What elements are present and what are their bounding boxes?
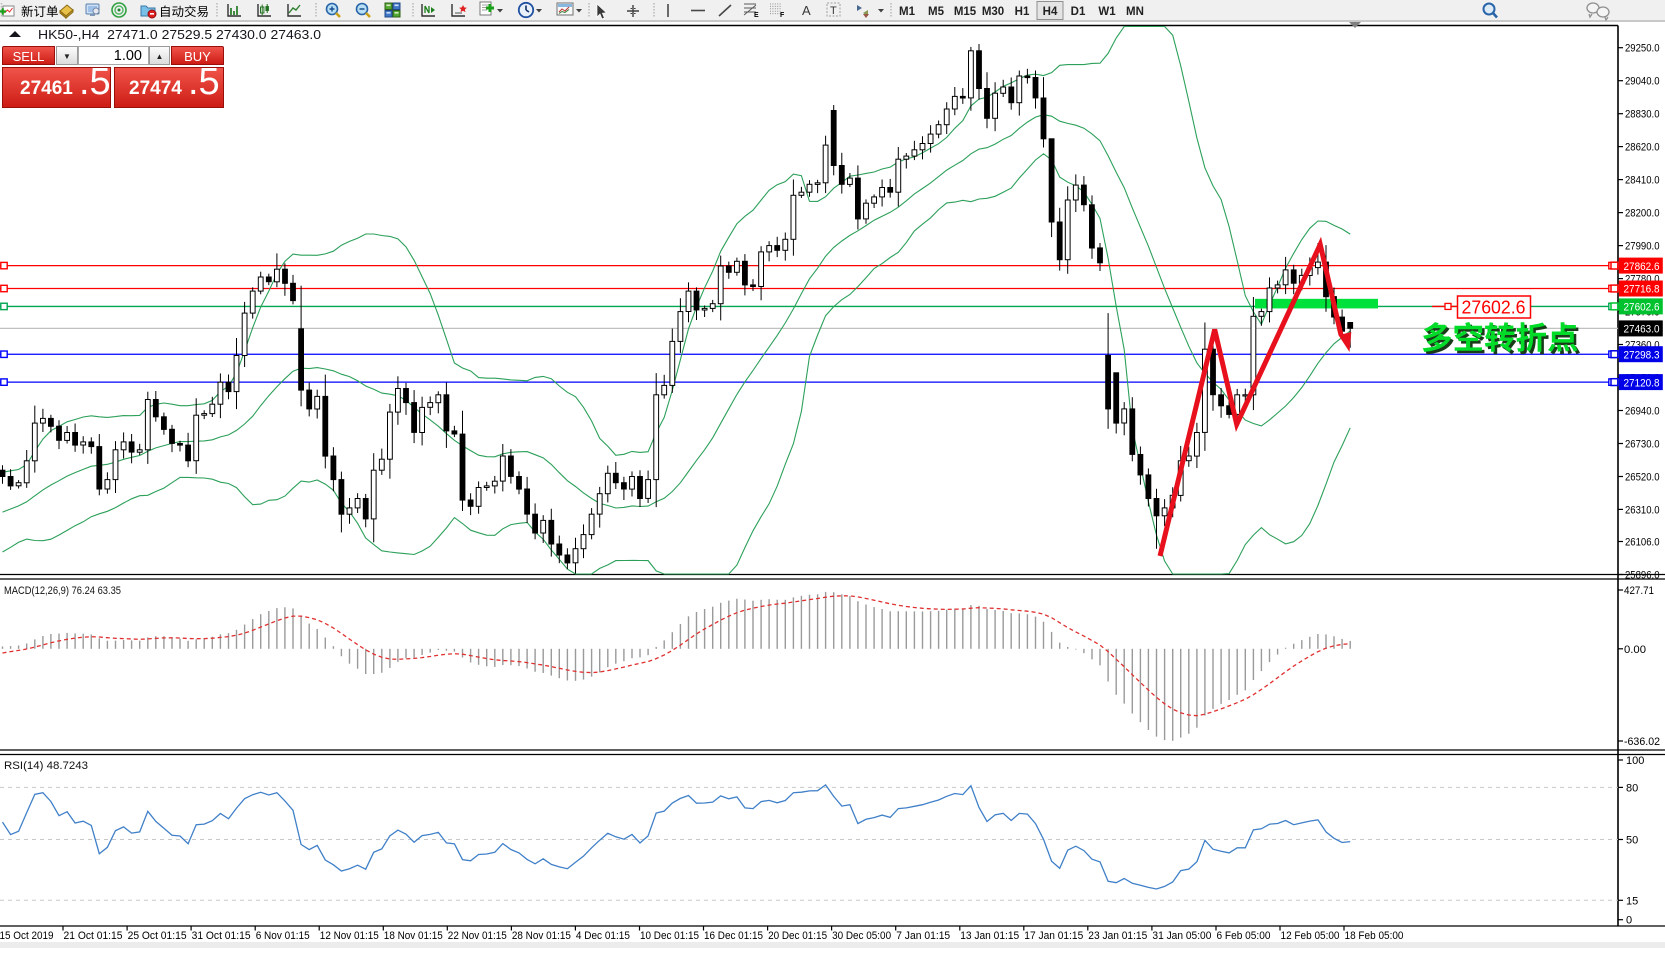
svg-text:20 Dec 01:15: 20 Dec 01:15: [768, 930, 827, 942]
svg-text:28200.0: 28200.0: [1625, 208, 1660, 220]
svg-text:25896.0: 25896.0: [1625, 570, 1660, 582]
svg-text:0: 0: [1626, 915, 1632, 927]
svg-text:27602.6: 27602.6: [1462, 297, 1526, 318]
svg-text:H1: H1: [1015, 6, 1030, 18]
svg-text:M5: M5: [928, 6, 945, 18]
svg-text:27298.3: 27298.3: [1624, 349, 1660, 361]
svg-text:15 Oct 2019: 15 Oct 2019: [0, 930, 54, 942]
svg-text:28830.0: 28830.0: [1625, 109, 1660, 121]
svg-text:MACD(12,26,9) 76.24 63.35: MACD(12,26,9) 76.24 63.35: [4, 585, 121, 597]
svg-text:27716.8: 27716.8: [1624, 284, 1660, 296]
svg-text:H4: H4: [1043, 6, 1058, 18]
svg-text:28620.0: 28620.0: [1625, 142, 1660, 154]
svg-text:-636.02: -636.02: [1624, 736, 1660, 748]
svg-text:13 Jan 01:15: 13 Jan 01:15: [960, 930, 1019, 942]
svg-text:22 Nov 01:15: 22 Nov 01:15: [448, 930, 507, 942]
svg-text:0.00: 0.00: [1624, 644, 1646, 656]
svg-text:31 Jan 05:00: 31 Jan 05:00: [1152, 930, 1211, 942]
svg-text:4 Dec 01:15: 4 Dec 01:15: [576, 930, 630, 942]
svg-text:80: 80: [1626, 782, 1638, 794]
svg-text:18 Nov 01:15: 18 Nov 01:15: [384, 930, 443, 942]
svg-text:26106.0: 26106.0: [1625, 537, 1660, 549]
svg-text:6 Nov 01:15: 6 Nov 01:15: [256, 930, 310, 942]
svg-text:100: 100: [1626, 755, 1644, 767]
svg-text:M15: M15: [954, 6, 977, 18]
svg-text:29250.0: 29250.0: [1625, 43, 1660, 55]
svg-text:A: A: [802, 3, 811, 18]
svg-text:27862.6: 27862.6: [1624, 261, 1660, 273]
svg-text:MN: MN: [1126, 6, 1144, 18]
svg-text:23 Jan 01:15: 23 Jan 01:15: [1088, 930, 1147, 942]
svg-text:26730.0: 26730.0: [1625, 439, 1660, 451]
svg-text:27990.0: 27990.0: [1625, 241, 1660, 253]
svg-text:D1: D1: [1071, 6, 1086, 18]
svg-text:W1: W1: [1098, 6, 1116, 18]
svg-text:26520.0: 26520.0: [1625, 472, 1660, 484]
svg-text:HK50-,H4 27471.0 27529.5 2743: HK50-,H4 27471.0 27529.5 27430.0 27463.0: [38, 28, 321, 42]
svg-text:16 Dec 01:15: 16 Dec 01:15: [704, 930, 763, 942]
svg-text:10 Dec 01:15: 10 Dec 01:15: [640, 930, 699, 942]
svg-text:27463.0: 27463.0: [1624, 324, 1660, 336]
svg-text:26310.0: 26310.0: [1625, 504, 1660, 516]
svg-text:15: 15: [1626, 895, 1638, 907]
svg-text:27602.6: 27602.6: [1624, 302, 1660, 314]
svg-text:12 Nov 01:15: 12 Nov 01:15: [320, 930, 379, 942]
svg-text:T: T: [830, 5, 837, 17]
svg-text:F: F: [780, 12, 785, 19]
svg-text:29040.0: 29040.0: [1625, 76, 1660, 88]
svg-text:E: E: [754, 12, 759, 19]
svg-text:7 Jan 01:15: 7 Jan 01:15: [896, 930, 950, 942]
svg-text:RSI(14) 48.7243: RSI(14) 48.7243: [4, 760, 88, 772]
svg-text:17 Jan 01:15: 17 Jan 01:15: [1024, 930, 1083, 942]
svg-text:M1: M1: [899, 6, 916, 18]
svg-text:6 Feb 05:00: 6 Feb 05:00: [1217, 930, 1271, 942]
svg-text:50: 50: [1626, 835, 1638, 847]
svg-text:30 Dec 05:00: 30 Dec 05:00: [832, 930, 891, 942]
svg-text:28 Nov 01:15: 28 Nov 01:15: [512, 930, 571, 942]
svg-text:28410.0: 28410.0: [1625, 175, 1660, 187]
svg-text:18 Feb 05:00: 18 Feb 05:00: [1345, 930, 1404, 942]
svg-text:31 Oct 01:15: 31 Oct 01:15: [192, 930, 251, 942]
svg-text:27120.8: 27120.8: [1624, 377, 1660, 389]
svg-text:M30: M30: [982, 6, 1004, 18]
svg-text:12 Feb 05:00: 12 Feb 05:00: [1281, 930, 1340, 942]
svg-text:25 Oct 01:15: 25 Oct 01:15: [128, 930, 187, 942]
svg-text:427.71: 427.71: [1624, 585, 1654, 597]
svg-text:21 Oct 01:15: 21 Oct 01:15: [64, 930, 123, 942]
svg-text:26940.0: 26940.0: [1625, 406, 1660, 418]
